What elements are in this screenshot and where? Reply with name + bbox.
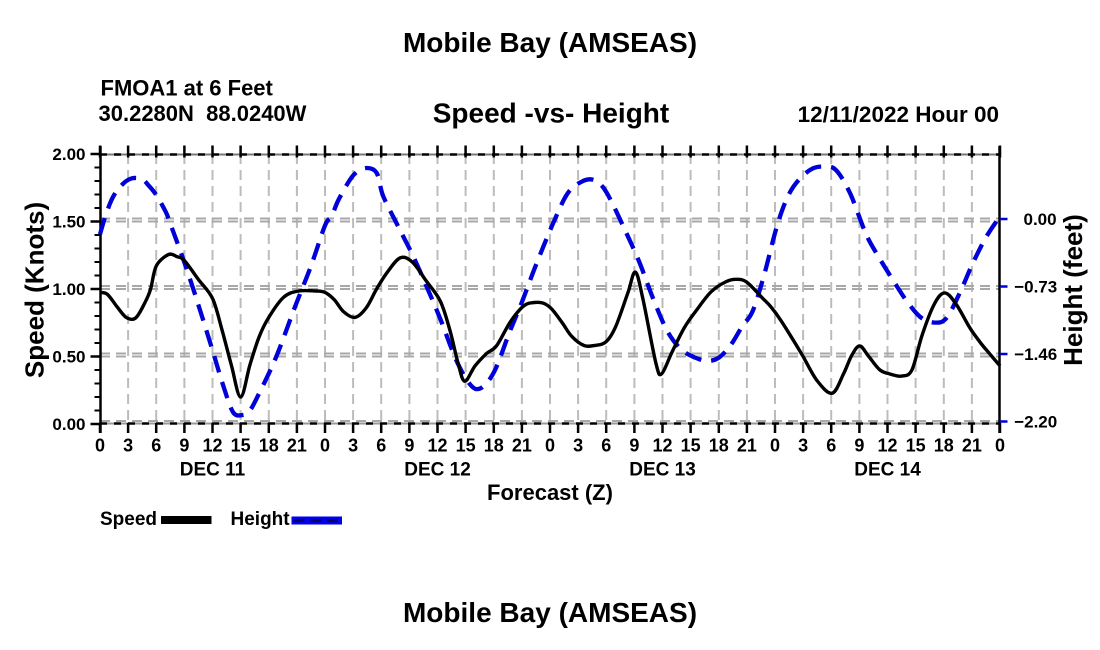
svg-text:0: 0 <box>320 435 330 455</box>
svg-text:12: 12 <box>652 435 672 455</box>
svg-text:0: 0 <box>95 435 105 455</box>
svg-text:6: 6 <box>601 435 611 455</box>
svg-text:18: 18 <box>709 435 729 455</box>
svg-text:−2.20: −2.20 <box>1014 413 1057 432</box>
svg-text:15: 15 <box>231 435 251 455</box>
svg-text:12: 12 <box>202 435 222 455</box>
svg-text:3: 3 <box>123 435 133 455</box>
svg-text:9: 9 <box>629 435 639 455</box>
svg-text:18: 18 <box>259 435 279 455</box>
svg-text:DEC 12: DEC 12 <box>404 460 471 481</box>
svg-text:21: 21 <box>737 435 757 455</box>
svg-text:12/11/2022 Hour 00: 12/11/2022 Hour 00 <box>798 102 999 127</box>
svg-text:1.00: 1.00 <box>52 280 85 299</box>
svg-text:Speed (Knots): Speed (Knots) <box>20 202 50 378</box>
svg-text:DEC 11: DEC 11 <box>180 460 246 481</box>
svg-text:DEC 13: DEC 13 <box>629 460 696 481</box>
svg-text:21: 21 <box>512 435 532 455</box>
svg-text:Height (feet): Height (feet) <box>1058 214 1088 366</box>
svg-text:0.00: 0.00 <box>52 415 85 434</box>
svg-text:15: 15 <box>681 435 701 455</box>
svg-text:15: 15 <box>456 435 476 455</box>
svg-text:3: 3 <box>573 435 583 455</box>
svg-text:15: 15 <box>906 435 926 455</box>
svg-text:FMOA1 at 6 Feet: FMOA1 at 6 Feet <box>101 76 274 101</box>
svg-text:0.00: 0.00 <box>1024 210 1057 229</box>
svg-text:3: 3 <box>348 435 358 455</box>
svg-text:0.50: 0.50 <box>52 348 85 367</box>
svg-text:9: 9 <box>179 435 189 455</box>
svg-text:Mobile Bay (AMSEAS): Mobile Bay (AMSEAS) <box>403 597 697 628</box>
svg-text:30.2280N 88.0240W: 30.2280N 88.0240W <box>99 101 307 126</box>
svg-text:6: 6 <box>376 435 386 455</box>
svg-text:2.00: 2.00 <box>52 145 85 164</box>
svg-text:DEC 14: DEC 14 <box>854 460 921 481</box>
svg-text:0: 0 <box>770 435 780 455</box>
svg-text:3: 3 <box>798 435 808 455</box>
svg-text:21: 21 <box>962 435 982 455</box>
svg-text:6: 6 <box>151 435 161 455</box>
svg-text:Mobile Bay (AMSEAS): Mobile Bay (AMSEAS) <box>403 27 697 58</box>
svg-text:21: 21 <box>287 435 307 455</box>
svg-text:1.50: 1.50 <box>52 213 85 232</box>
svg-text:9: 9 <box>854 435 864 455</box>
svg-text:Speed: Speed <box>100 509 157 530</box>
svg-text:Speed -vs- Height: Speed -vs- Height <box>433 97 669 128</box>
svg-text:6: 6 <box>826 435 836 455</box>
svg-text:0: 0 <box>995 435 1005 455</box>
svg-text:Height: Height <box>231 509 291 530</box>
svg-text:18: 18 <box>484 435 504 455</box>
svg-text:9: 9 <box>404 435 414 455</box>
svg-text:18: 18 <box>934 435 954 455</box>
svg-text:12: 12 <box>877 435 897 455</box>
svg-text:Forecast (Z): Forecast (Z) <box>487 480 613 505</box>
svg-text:−1.46: −1.46 <box>1014 345 1057 364</box>
svg-text:0: 0 <box>545 435 555 455</box>
svg-text:−0.73: −0.73 <box>1014 278 1057 297</box>
svg-text:12: 12 <box>427 435 447 455</box>
